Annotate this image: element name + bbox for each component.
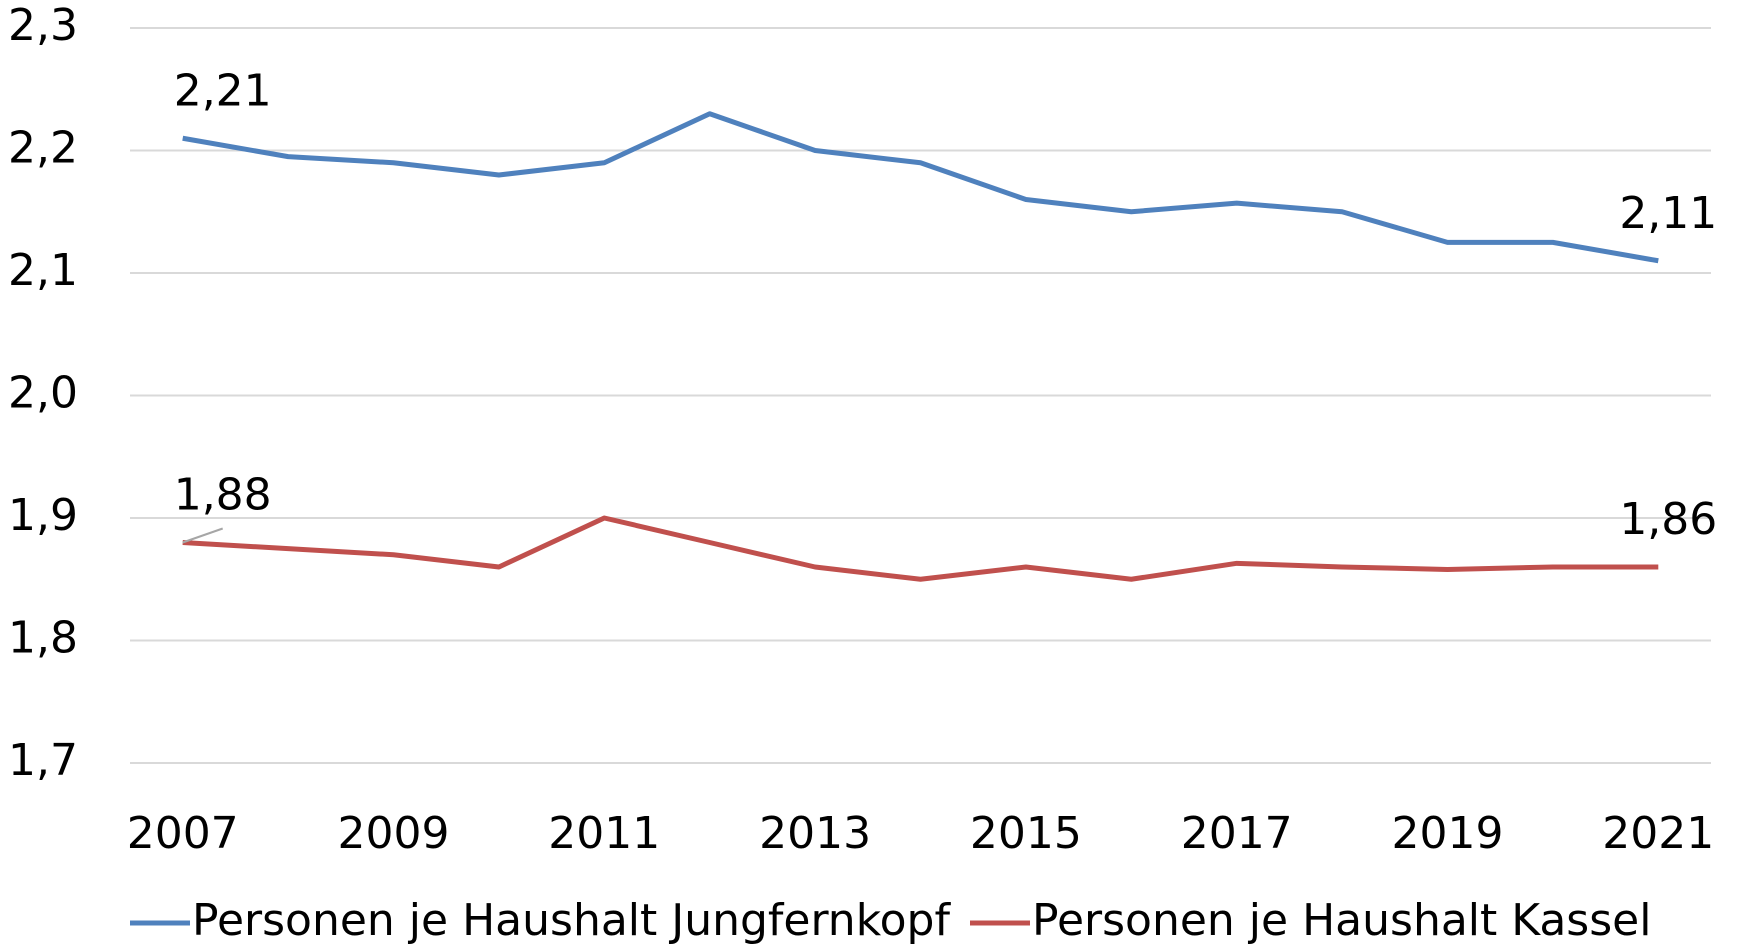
series-line xyxy=(182,515,1659,582)
data-label: 1,88 xyxy=(174,470,272,521)
data-label: 2,21 xyxy=(174,65,272,116)
y-tick-label: 1,7 xyxy=(8,735,78,786)
y-tick-label: 2,0 xyxy=(8,368,78,419)
x-tick-label: 2021 xyxy=(1602,808,1714,859)
x-tick-label: 2019 xyxy=(1392,808,1504,859)
x-tick-label: 2017 xyxy=(1181,808,1293,859)
y-tick-label: 1,9 xyxy=(8,490,78,541)
leader-line xyxy=(182,527,224,544)
data-label: 1,86 xyxy=(1619,494,1717,545)
y-tick-label: 2,3 xyxy=(8,0,78,51)
x-tick-label: 2015 xyxy=(970,808,1082,859)
x-tick-label: 2007 xyxy=(127,808,239,859)
data-label: 2,11 xyxy=(1619,188,1717,239)
y-tick-label: 1,8 xyxy=(8,613,78,664)
legend-label: Personen je Haushalt Kassel xyxy=(1032,895,1651,946)
y-tick-label: 2,1 xyxy=(8,245,78,296)
series-line xyxy=(182,111,1659,264)
legend-label: Personen je Haushalt Jungfernkopf xyxy=(192,895,951,946)
y-tick-label: 2,2 xyxy=(8,123,78,174)
x-tick-label: 2013 xyxy=(759,808,871,859)
x-tick-label: 2009 xyxy=(338,808,450,859)
x-tick-label: 2011 xyxy=(548,808,660,859)
